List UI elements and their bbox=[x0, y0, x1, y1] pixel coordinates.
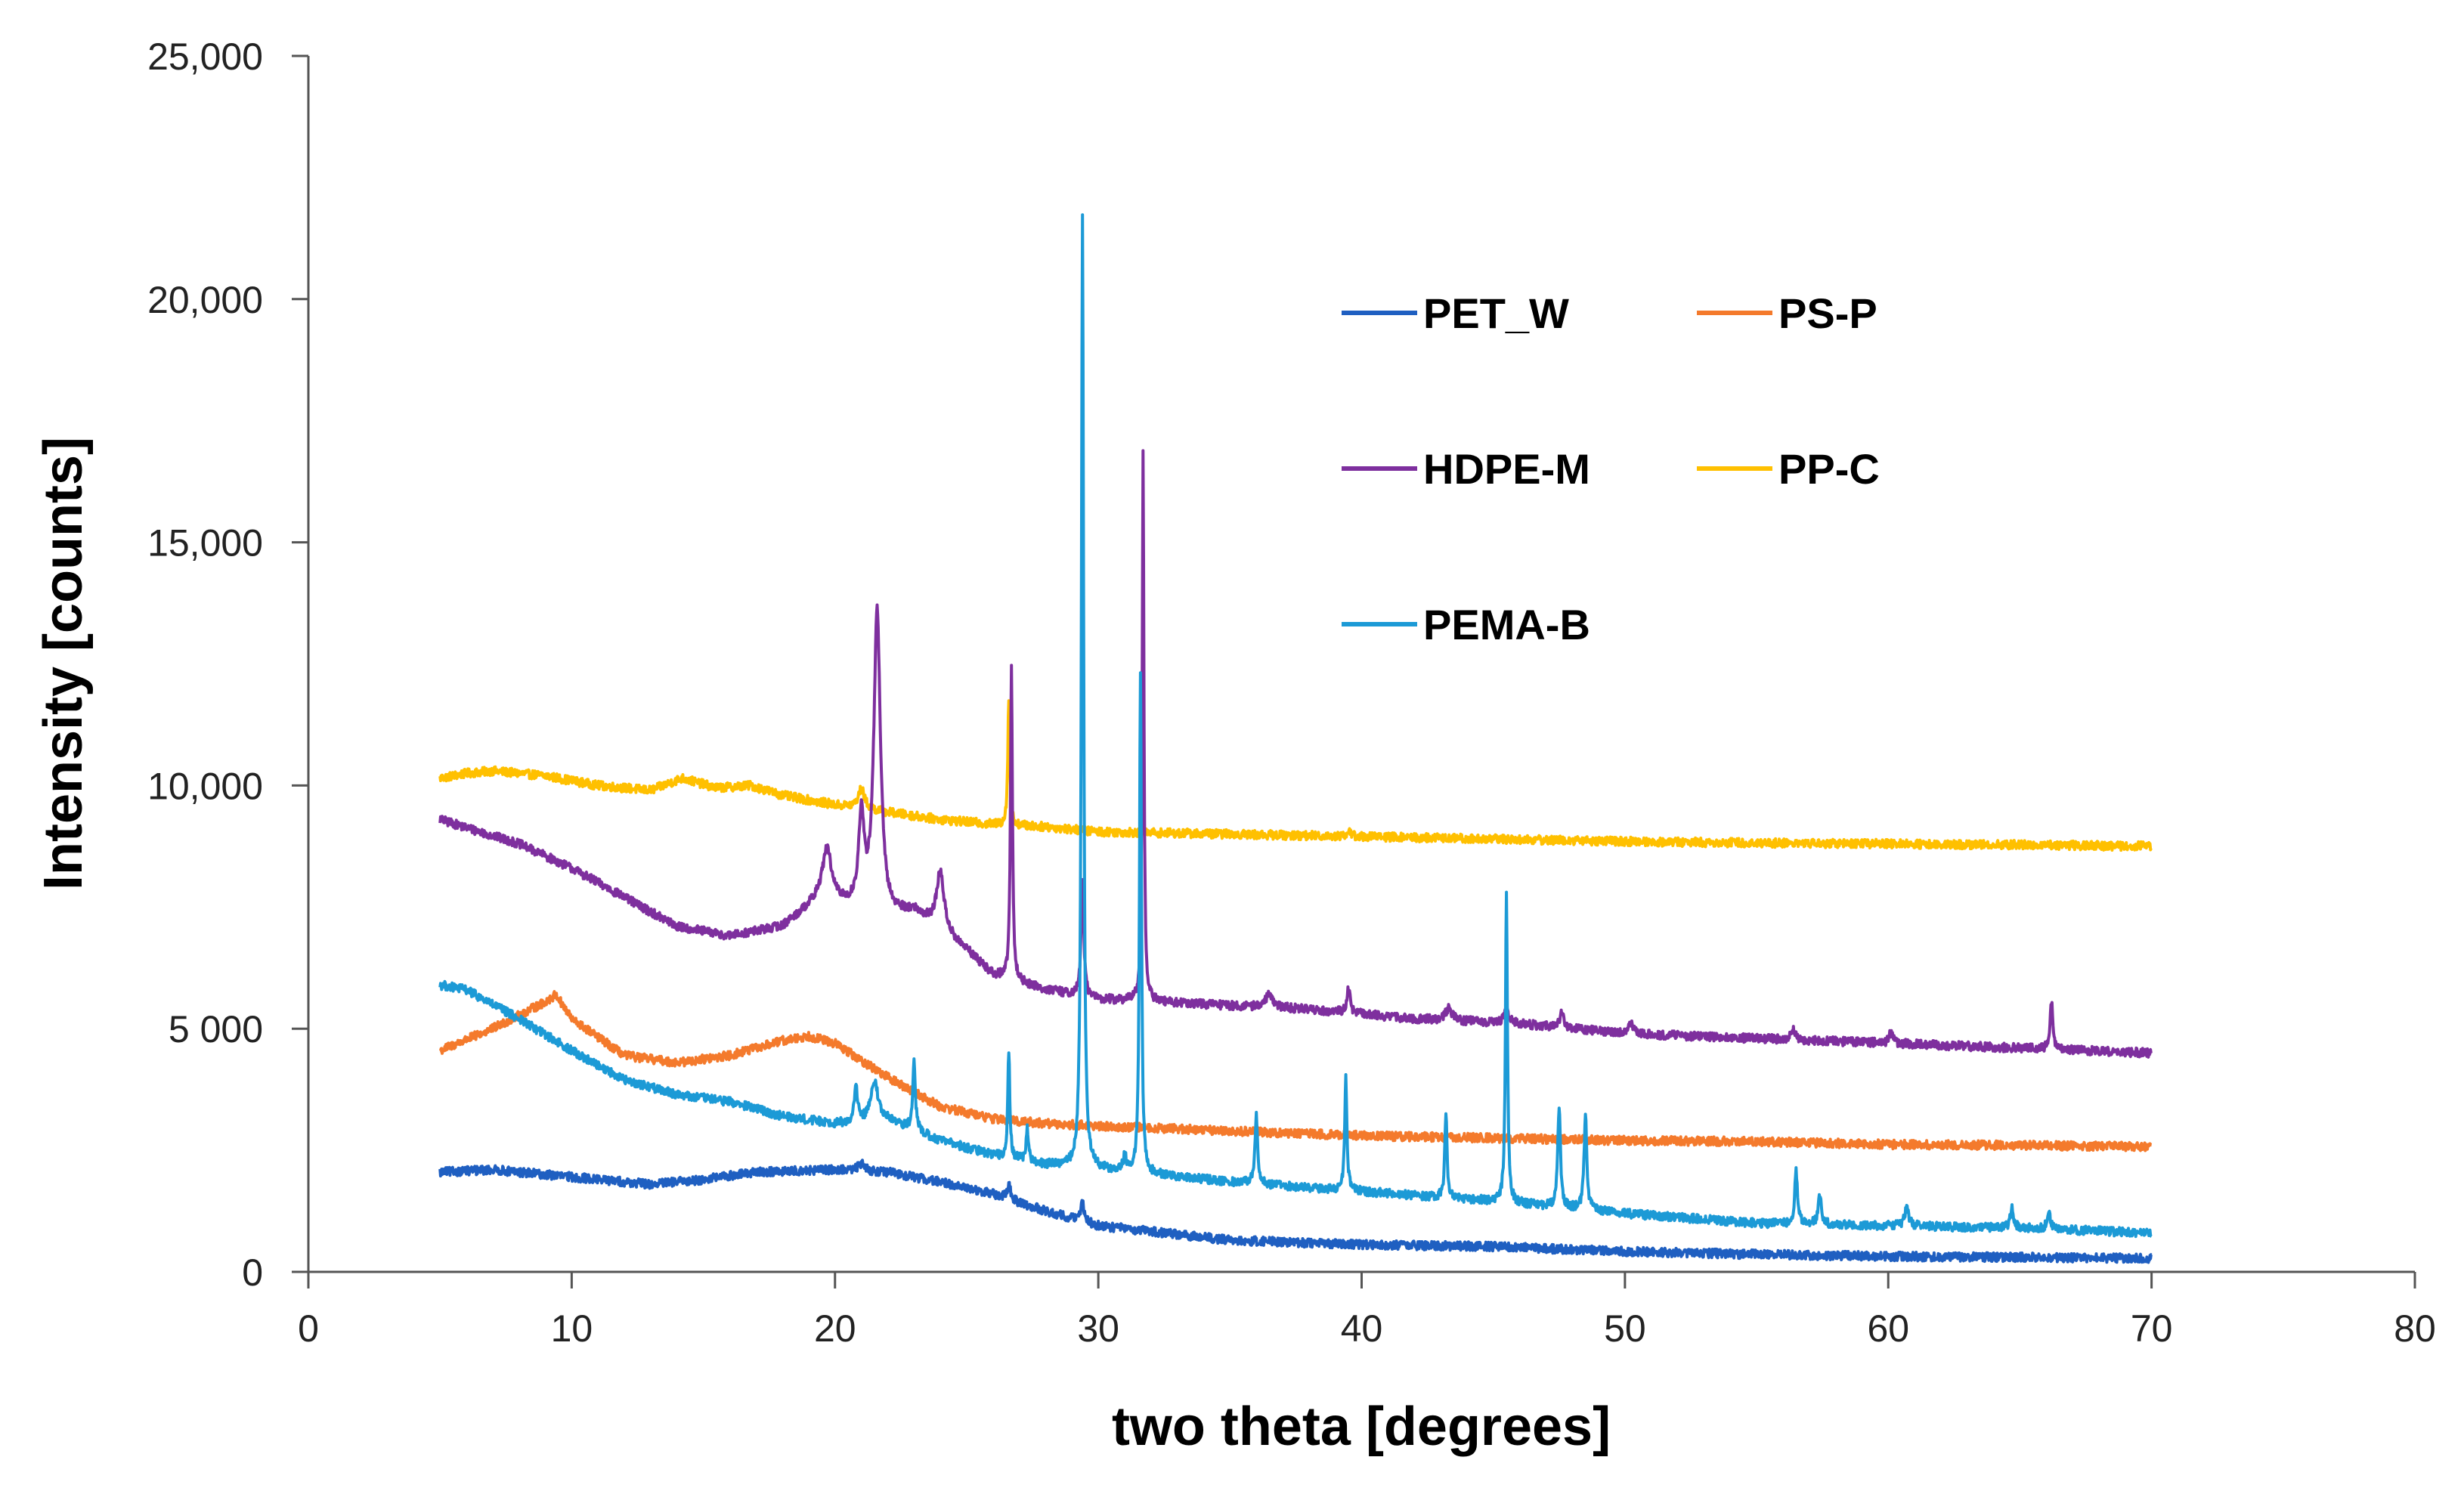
legend-label-ps-p: PS-P bbox=[1778, 289, 1877, 337]
plot-series-group bbox=[438, 213, 2153, 1264]
y-tick-label: 10,000 bbox=[147, 765, 263, 807]
x-tick-label: 40 bbox=[1341, 1307, 1383, 1350]
x-tick-label: 60 bbox=[1867, 1307, 1909, 1350]
x-tick-label: 30 bbox=[1077, 1307, 1119, 1350]
legend-label-pema-b: PEMA-B bbox=[1423, 601, 1590, 648]
y-tick-label: 20,000 bbox=[147, 279, 263, 321]
x-axis-title: two theta [degrees] bbox=[1112, 1397, 1611, 1457]
x-tick-label: 20 bbox=[814, 1307, 856, 1350]
x-tick-label: 70 bbox=[2131, 1307, 2173, 1350]
x-tick-label: 50 bbox=[1604, 1307, 1646, 1350]
series-line-pp-c bbox=[438, 699, 2153, 852]
y-tick-label: 5 000 bbox=[169, 1008, 263, 1050]
tick-group: 0 10 20 30 40 50 60 70 80 0 5 000 10,000 15,000 20,00… bbox=[147, 36, 2436, 1350]
series-line-hdpe-m bbox=[438, 449, 2153, 1059]
legend-label-pet-w: PET_W bbox=[1423, 289, 1569, 337]
series-line-ps-p bbox=[438, 990, 2153, 1152]
x-tick-label: 10 bbox=[551, 1307, 593, 1350]
y-tick-label: 15,000 bbox=[147, 522, 263, 565]
legend-label-pp-c: PP-C bbox=[1778, 445, 1880, 493]
legend-label-hdpe-m: HDPE-M bbox=[1423, 445, 1590, 493]
legend: PET_W PS-P HDPE-M PP-C PEMA-B bbox=[1342, 289, 1880, 648]
y-tick-label: 0 bbox=[242, 1251, 263, 1294]
series-line-pet-w bbox=[438, 1159, 2153, 1264]
axes-group bbox=[307, 56, 2415, 1273]
x-tick-label: 0 bbox=[298, 1307, 319, 1350]
y-tick-label: 25,000 bbox=[147, 36, 263, 78]
series-line-pema-b bbox=[438, 213, 2153, 1239]
x-tick-label: 80 bbox=[2394, 1307, 2436, 1350]
y-axis-title: Intensity [counts] bbox=[33, 437, 94, 890]
